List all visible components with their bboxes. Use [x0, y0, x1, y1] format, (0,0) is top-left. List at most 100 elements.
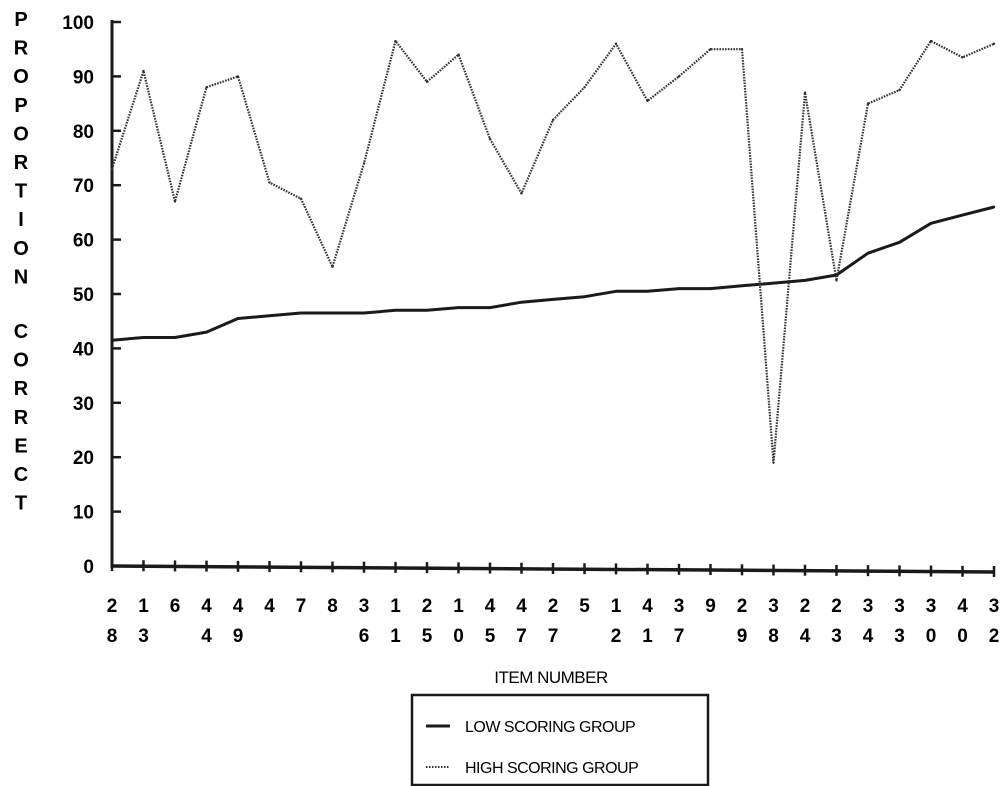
- x-tick-label: 0: [453, 626, 464, 647]
- low-scoring-point: [425, 309, 429, 312]
- x-tick-label: 1: [138, 596, 149, 617]
- y-tick-label: 60: [73, 231, 94, 252]
- y-axis-label-letter: R: [14, 152, 29, 174]
- legend: LOW SCORING GROUP HIGH SCORING GROUP: [410, 693, 710, 786]
- y-tick-label: 70: [73, 176, 94, 197]
- x-tick-label: 1: [390, 596, 401, 617]
- low-scoring-point: [772, 281, 775, 285]
- high-scoring-point: [331, 265, 334, 268]
- low-scoring-point: [236, 317, 240, 320]
- x-tick-label: 4: [485, 596, 496, 617]
- x-tick-label: 4: [233, 596, 244, 617]
- y-tick-label: 40: [73, 339, 94, 360]
- x-tick-label: 3: [926, 596, 937, 617]
- x-tick-label: 5: [485, 626, 496, 647]
- high-scoring-point: [110, 167, 114, 171]
- y-tick-label: 80: [73, 122, 94, 143]
- y-tick-label: 90: [73, 67, 94, 88]
- y-axis-label-letter: P: [14, 95, 27, 117]
- x-tick-label: 1: [642, 626, 653, 647]
- series-lines: [110, 39, 996, 464]
- y-tick-label: 0: [83, 557, 94, 578]
- x-tick-label: 3: [863, 596, 874, 617]
- high-scoring-point: [803, 91, 807, 94]
- x-tick-label: 9: [233, 626, 244, 647]
- low-scoring-point: [457, 306, 460, 309]
- x-tick-label: 2: [800, 596, 811, 617]
- low-scoring-point: [961, 213, 964, 217]
- x-tick-label: 4: [957, 596, 968, 617]
- y-axis-label-letter: I: [18, 209, 24, 231]
- low-scoring-point: [362, 311, 366, 315]
- legend-label-high: HIGH SCORING GROUP: [465, 760, 638, 777]
- high-scoring-point: [394, 39, 397, 43]
- y-axis-label-letter: O: [13, 238, 29, 260]
- high-scoring-point: [142, 69, 145, 73]
- y-axis-label-letter: C: [14, 321, 28, 343]
- x-tick-label: 4: [201, 626, 212, 647]
- x-tick-label: 6: [170, 596, 181, 617]
- y-tick-label: 20: [73, 448, 94, 469]
- x-tick-label: 4: [642, 596, 653, 617]
- high-scoring-point: [929, 39, 933, 43]
- y-axis-label-letter: E: [14, 435, 27, 457]
- x-tick-label: 8: [107, 626, 118, 647]
- x-tick-label: 1: [390, 626, 401, 647]
- low-scoring-point: [173, 336, 177, 339]
- x-tick-label: 1: [453, 596, 464, 617]
- x-tick-label: 9: [705, 596, 716, 617]
- x-tick-label: 9: [737, 626, 748, 647]
- high-scoring-point: [488, 137, 492, 141]
- y-tick-label: 100: [62, 13, 94, 34]
- low-scoring-series-line: [111, 205, 995, 342]
- y-axis-label-letter: P: [14, 9, 27, 31]
- low-scoring-point: [646, 290, 649, 293]
- y-axis-label-letter: N: [14, 266, 28, 288]
- high-scoring-point: [677, 75, 681, 78]
- x-tick-label: 3: [674, 596, 685, 617]
- x-tick-label: 3: [894, 596, 905, 617]
- high-scoring-series-line: [110, 39, 995, 464]
- x-tick-label: 2: [989, 626, 1000, 647]
- x-tick-label: 4: [863, 626, 874, 647]
- x-tick-label: 6: [359, 626, 370, 647]
- low-scoring-point: [394, 309, 397, 312]
- high-scoring-point: [520, 192, 523, 195]
- x-tick-label: 7: [548, 626, 559, 647]
- y-axis-label-letter: O: [13, 123, 29, 145]
- high-scoring-point: [268, 181, 271, 184]
- y-axis-label-letter: T: [15, 181, 27, 203]
- x-tick-label: 8: [768, 626, 779, 647]
- x-tick-label: 2: [548, 596, 559, 617]
- x-tick-label: 4: [800, 626, 811, 647]
- x-tick-label: 5: [422, 626, 433, 647]
- y-axis-label-letter: R: [14, 38, 29, 60]
- x-tick-label: 0: [957, 626, 968, 647]
- x-tick-label: 3: [989, 596, 1000, 617]
- x-tick-label: 3: [894, 626, 905, 647]
- y-axis-label-letter: O: [13, 350, 29, 372]
- legend-label-low: LOW SCORING GROUP: [465, 719, 635, 736]
- x-tick-label: 4: [516, 596, 527, 617]
- high-scoring-point: [772, 461, 775, 464]
- y-axis-label-letter: R: [14, 407, 29, 429]
- low-scoring-point: [614, 290, 618, 293]
- x-tick-label: 7: [516, 626, 527, 647]
- low-scoring-point: [803, 279, 807, 282]
- low-scoring-point: [268, 314, 271, 317]
- x-tick-label: 3: [138, 626, 149, 647]
- low-scoring-point: [331, 311, 334, 315]
- x-tick-label: 3: [768, 596, 779, 617]
- x-tick-label: 1: [611, 596, 622, 617]
- high-scoring-point: [961, 56, 964, 59]
- low-scoring-point: [142, 336, 145, 339]
- y-tick-label: 50: [73, 285, 94, 306]
- x-tick-label: 5: [579, 596, 590, 617]
- low-scoring-point: [110, 339, 114, 342]
- high-scoring-point: [614, 42, 618, 45]
- y-axis-label-letter: O: [13, 66, 29, 88]
- x-tick-label: 7: [296, 596, 307, 617]
- x-axis-label: ITEM NUMBER: [494, 668, 608, 687]
